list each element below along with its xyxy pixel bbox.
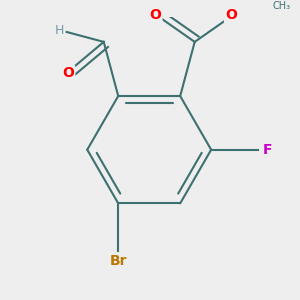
Text: O: O [225,8,237,22]
Text: O: O [62,66,74,80]
Text: Br: Br [110,254,127,268]
Text: H: H [55,24,64,37]
Text: F: F [262,143,272,157]
Text: O: O [150,8,161,22]
Text: CH₃: CH₃ [272,1,290,11]
